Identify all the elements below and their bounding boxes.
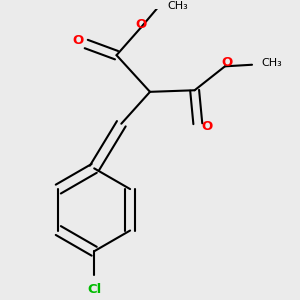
Text: O: O bbox=[221, 56, 232, 69]
Text: Cl: Cl bbox=[87, 283, 101, 296]
Text: CH₃: CH₃ bbox=[262, 58, 282, 68]
Text: O: O bbox=[136, 18, 147, 31]
Text: O: O bbox=[73, 34, 84, 47]
Text: O: O bbox=[201, 120, 212, 134]
Text: CH₃: CH₃ bbox=[167, 1, 188, 11]
